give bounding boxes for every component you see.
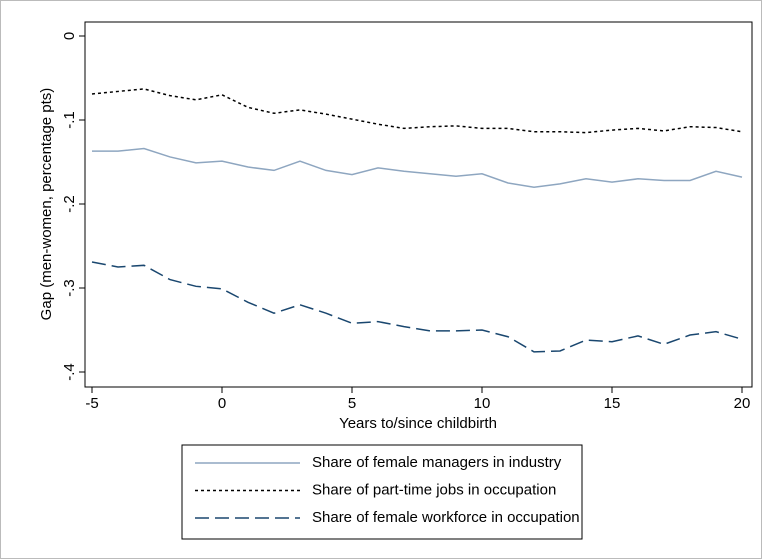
x-tick-label: 5 [348, 395, 356, 412]
y-tick-label: 0 [61, 32, 78, 40]
series-line [91, 88, 743, 134]
x-axis-label: Years to/since childbirth [339, 415, 497, 432]
x-tick-label: 20 [734, 395, 751, 412]
x-tick-label: -5 [85, 395, 98, 412]
y-tick-label: -.2 [61, 195, 78, 213]
x-tick-label: 10 [474, 395, 491, 412]
legend-label: Share of female workforce in occupation [312, 509, 580, 526]
series-line [92, 147, 743, 188]
x-tick-label: 15 [604, 395, 621, 412]
y-tick-label: -.4 [61, 363, 78, 381]
y-axis-label: Gap (men-women, percentage pts) [38, 88, 55, 321]
legend-label: Share of female managers in industry [312, 454, 562, 471]
legend-label: Share of part-time jobs in occupation [312, 481, 556, 498]
y-tick-label: -.3 [61, 279, 78, 297]
series-line [91, 261, 743, 353]
y-tick-label: -.1 [61, 111, 78, 129]
x-tick-label: 0 [218, 395, 226, 412]
legend [181, 444, 583, 540]
